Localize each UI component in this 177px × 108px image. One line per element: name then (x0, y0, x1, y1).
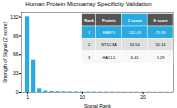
svg-text:NT5C3A: NT5C3A (101, 42, 117, 47)
svg-text:20: 20 (140, 94, 146, 100)
svg-text:Signal Rank: Signal Rank (84, 103, 111, 108)
svg-text:56.54: 56.54 (130, 42, 141, 47)
svg-text:75.89: 75.89 (156, 30, 167, 35)
svg-text:132: 132 (10, 14, 19, 20)
svg-text:Rank: Rank (84, 18, 95, 23)
svg-text:S score: S score (153, 18, 168, 23)
svg-text:50.14: 50.14 (156, 42, 167, 47)
svg-text:0: 0 (16, 89, 19, 95)
svg-text:2: 2 (88, 42, 91, 47)
svg-text:Z score: Z score (128, 18, 143, 23)
svg-text:6.41: 6.41 (131, 55, 140, 60)
svg-text:1: 1 (26, 94, 29, 100)
svg-text:33: 33 (13, 70, 19, 76)
svg-text:1: 1 (88, 30, 91, 35)
svg-text:132.43: 132.43 (129, 30, 142, 35)
svg-text:1.29: 1.29 (157, 55, 166, 60)
svg-text:Strength of Signal (Z score): Strength of Signal (Z score) (2, 22, 8, 83)
svg-text:FABP1: FABP1 (103, 30, 116, 35)
svg-text:66: 66 (13, 51, 19, 57)
svg-text:10: 10 (80, 94, 86, 100)
svg-text:3: 3 (88, 55, 91, 60)
svg-text:Protein: Protein (102, 18, 116, 23)
html-text:Human Protein Microarray Speci: Human Protein Microarray Specificity Val… (25, 1, 152, 7)
svg-text:99: 99 (13, 33, 19, 39)
svg-text:HACL1: HACL1 (102, 55, 116, 60)
